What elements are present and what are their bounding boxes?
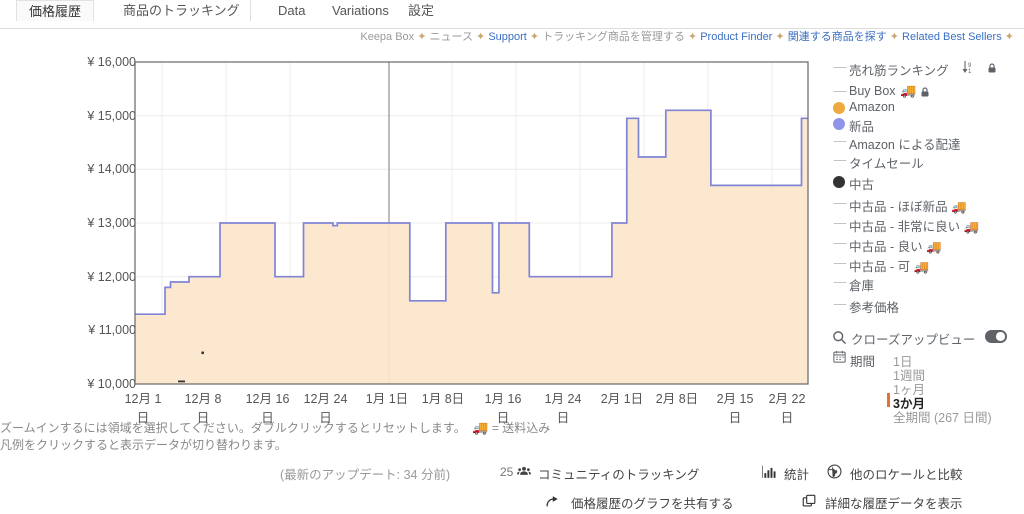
svg-text:1: 1 xyxy=(968,69,972,74)
